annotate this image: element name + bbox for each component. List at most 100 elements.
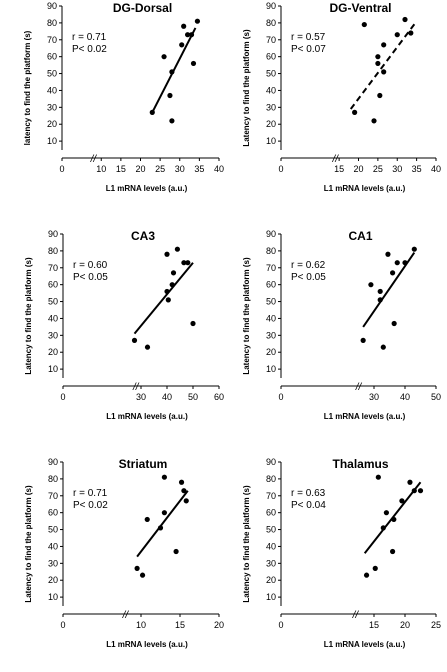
x-tick-label: 35 <box>412 164 422 174</box>
data-point <box>173 548 179 555</box>
x-tick-label: 20 <box>400 620 410 630</box>
x-tick-label: 30 <box>175 164 185 174</box>
y-tick-label: 50 <box>266 69 276 79</box>
x-tick-label: 50 <box>188 392 198 402</box>
data-point <box>170 270 177 276</box>
x-axis-title: L1 mRNA levels (a.u.) <box>106 184 188 193</box>
data-point <box>377 288 383 295</box>
axis-break-mark: // <box>90 154 98 165</box>
data-point <box>183 498 189 504</box>
panel-title: DG-Ventral <box>329 1 391 15</box>
data-point <box>360 337 366 343</box>
panel-2: // 10 20 30 40 50 60 70 80 90 0 15 20 25 30 35 40 DG-Vent… <box>242 1 441 193</box>
y-tick-label: 10 <box>266 592 276 602</box>
data-point <box>164 288 170 295</box>
p-value-label: P< 0.02 <box>73 500 108 511</box>
data-point <box>391 516 397 523</box>
y-tick-label: 70 <box>48 491 58 501</box>
y-tick-label: 50 <box>47 69 57 79</box>
data-point <box>377 92 383 99</box>
y-tick-label: 20 <box>47 119 57 129</box>
regression-line <box>349 20 418 110</box>
x-tick-label: 40 <box>431 164 441 174</box>
data-point <box>139 572 146 578</box>
data-point <box>407 479 413 485</box>
data-point <box>375 474 381 480</box>
y-axis-title: latency to find the platform (s) <box>23 30 32 145</box>
data-point <box>385 251 391 257</box>
x-tick-label: 15 <box>334 164 344 174</box>
data-point <box>190 320 196 327</box>
data-point <box>134 565 140 572</box>
x-tick-label: 10 <box>136 620 146 630</box>
y-tick-label: 30 <box>266 558 276 568</box>
correlation-r-label: r = 0.60 <box>73 260 108 271</box>
x-tick-label: 0 <box>59 164 64 174</box>
x-tick-label: 30 <box>369 392 379 402</box>
data-point <box>161 54 167 60</box>
data-point <box>372 565 378 572</box>
data-point <box>174 246 180 252</box>
data-point <box>417 488 424 494</box>
y-tick-label: 40 <box>48 541 58 551</box>
data-point <box>179 42 185 48</box>
data-point <box>408 30 414 36</box>
y-tick-label: 80 <box>266 18 276 28</box>
data-point <box>383 510 389 516</box>
data-point <box>194 18 201 24</box>
axis-break-mark: // <box>331 154 339 165</box>
y-tick-label: 40 <box>266 85 276 95</box>
data-point <box>169 118 175 124</box>
x-tick-label: 40 <box>214 164 224 174</box>
data-point <box>371 118 377 124</box>
data-point <box>375 54 381 60</box>
y-tick-label: 30 <box>266 330 276 340</box>
y-tick-label: 80 <box>266 246 276 256</box>
data-point <box>390 548 396 555</box>
p-value-label: P< 0.07 <box>291 44 326 55</box>
panel-title: DG-Dorsal <box>113 1 172 15</box>
x-tick-label: 50 <box>431 392 441 402</box>
x-tick-label: 0 <box>278 392 283 402</box>
y-tick-label: 90 <box>48 457 58 467</box>
y-tick-label: 20 <box>266 347 276 357</box>
axis-break-mark: // <box>352 610 360 621</box>
x-axis-title: L1 mRNA levels (a.u.) <box>106 412 188 421</box>
y-axis-title: Latency to find the platform (s) <box>242 485 251 603</box>
y-tick-label: 30 <box>48 558 58 568</box>
x-tick-label: 30 <box>136 392 146 402</box>
x-axis-title: L1 mRNA levels (a.u.) <box>106 640 188 649</box>
p-value-label: P< 0.05 <box>73 272 108 283</box>
x-tick-label: 40 <box>400 392 410 402</box>
x-axis-title: L1 mRNA levels (a.u.) <box>324 412 406 421</box>
y-tick-label: 10 <box>48 592 58 602</box>
y-axis-title: Latency to find the platform (s) <box>24 257 33 375</box>
data-point <box>411 246 417 252</box>
x-tick-label: 25 <box>155 164 165 174</box>
data-point <box>402 260 408 266</box>
data-point <box>164 251 170 257</box>
y-tick-label: 60 <box>48 508 58 518</box>
y-tick-label: 70 <box>266 491 276 501</box>
x-tick-label: 25 <box>373 164 383 174</box>
y-axis-title: Latency to find the platform (s) <box>242 29 251 147</box>
x-tick-label: 15 <box>369 620 379 630</box>
y-tick-label: 80 <box>48 474 58 484</box>
panel-title: CA1 <box>348 229 372 243</box>
panel-title: CA3 <box>131 229 155 243</box>
x-tick-label: 40 <box>162 392 172 402</box>
data-point <box>161 474 167 480</box>
y-tick-label: 30 <box>48 330 58 340</box>
y-axis-title: Latency to find the platform (s) <box>242 257 251 375</box>
y-tick-label: 50 <box>48 297 58 307</box>
x-tick-label: 35 <box>194 164 204 174</box>
data-point <box>394 260 400 266</box>
y-tick-label: 80 <box>47 18 57 28</box>
x-tick-label: 25 <box>431 620 441 630</box>
panel-6: // 10 20 30 40 50 60 70 80 90 0 15 20 25 Thalamus L1 mR… <box>242 457 441 649</box>
panel-title: Thalamus <box>332 457 388 471</box>
data-point <box>399 498 405 504</box>
